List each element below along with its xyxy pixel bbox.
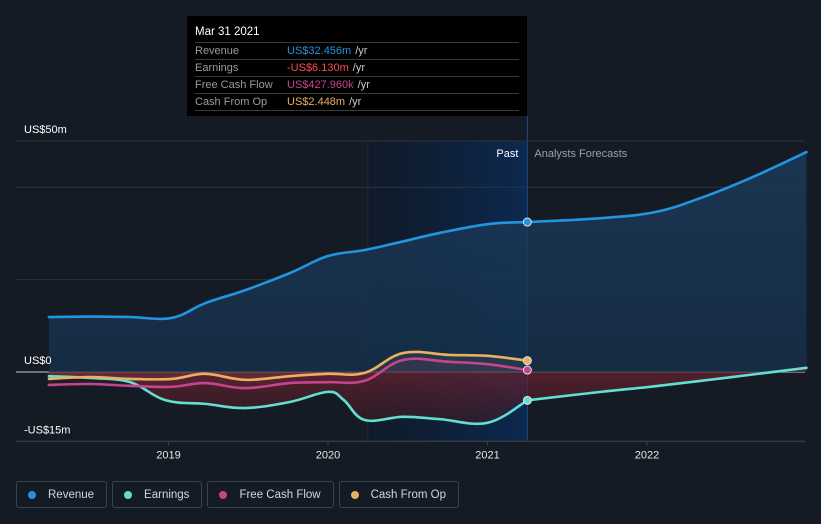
- legend-item-cash-from-op[interactable]: Cash From Op: [338, 481, 460, 508]
- cash-from-op-line: [47, 350, 529, 382]
- revenue-line: [47, 220, 529, 321]
- tooltip-value: US$427.960k: [287, 79, 354, 91]
- legend-label: Free Cash Flow: [239, 488, 321, 501]
- tooltip-value: US$2.448m: [287, 96, 346, 108]
- x-tick-label: 2022: [635, 449, 659, 461]
- tooltip-unit: /yr: [355, 45, 368, 57]
- earnings-line: [47, 374, 529, 426]
- highlight-markers: [522, 217, 532, 405]
- legend-label: Revenue: [48, 488, 95, 501]
- tooltip-value: -US$6.130m: [287, 62, 349, 74]
- earnings-area: [48, 367, 807, 424]
- legend-label: Cash From Op: [370, 488, 447, 501]
- y-tick-label: US$0: [24, 355, 52, 367]
- x-tick-label: 2020: [316, 449, 340, 461]
- tooltip-date: Mar 31 2021: [195, 24, 519, 43]
- earnings-marker: [522, 395, 532, 405]
- free-cash-flow-marker: [522, 365, 532, 375]
- axes: 2019 2020 2021 2022 US$50m US$0 -US$15m: [16, 124, 805, 461]
- free-cash-flow-area: [48, 358, 528, 389]
- revenue-marker: [522, 217, 532, 227]
- tooltip-label: Revenue: [195, 45, 240, 57]
- tooltip-row-cash-from-op: Cash From Op US$2.448m /yr: [195, 94, 519, 111]
- legend-item-earnings[interactable]: Earnings: [112, 481, 203, 508]
- y-tick-label: US$50m: [24, 124, 67, 136]
- legend-dot-icon: [124, 490, 133, 499]
- tooltip-row-free-cash-flow: Free Cash Flow US$427.960k /yr: [195, 77, 519, 94]
- tooltip-row-revenue: Revenue US$32.456m /yr: [195, 43, 519, 60]
- legend-dot-icon: [350, 490, 359, 499]
- tooltip-label: Earnings: [195, 62, 239, 74]
- revenue-area: [48, 152, 807, 372]
- tooltip-unit: /yr: [352, 62, 365, 74]
- revenue-forecast-line: [526, 150, 808, 224]
- legend-dot-icon: [28, 490, 36, 499]
- x-tick-label: 2019: [156, 449, 180, 461]
- legend-item-free-cash-flow[interactable]: Free Cash Flow: [207, 481, 334, 508]
- legend-label: Earnings: [144, 488, 190, 501]
- tooltip-label: Cash From Op: [195, 96, 268, 108]
- legend-item-revenue[interactable]: Revenue: [16, 481, 108, 508]
- cash-from-op-marker: [522, 356, 532, 366]
- tooltip: Mar 31 2021 Revenue US$32.456m /yr Earni…: [187, 16, 527, 116]
- area-fills: [48, 152, 807, 424]
- tooltip-unit: /yr: [349, 96, 362, 108]
- y-tick-label: -US$15m: [24, 424, 70, 436]
- x-tick-label: 2021: [475, 449, 499, 461]
- forecast-region-label: Analysts Forecasts: [534, 148, 627, 160]
- tooltip-unit: /yr: [357, 79, 370, 91]
- legend-dot-icon: [219, 490, 228, 499]
- earnings-forecast-line: [526, 366, 808, 402]
- past-region-label: Past: [496, 148, 518, 160]
- series-lines: [47, 150, 808, 426]
- tooltip-value: US$32.456m: [287, 45, 352, 57]
- free-cash-flow-line: [47, 357, 529, 390]
- tooltip-row-earnings: Earnings -US$6.130m /yr: [195, 60, 519, 77]
- tooltip-label: Free Cash Flow: [195, 79, 273, 91]
- legend: Revenue Earnings Free Cash Flow Cash Fro…: [16, 481, 460, 508]
